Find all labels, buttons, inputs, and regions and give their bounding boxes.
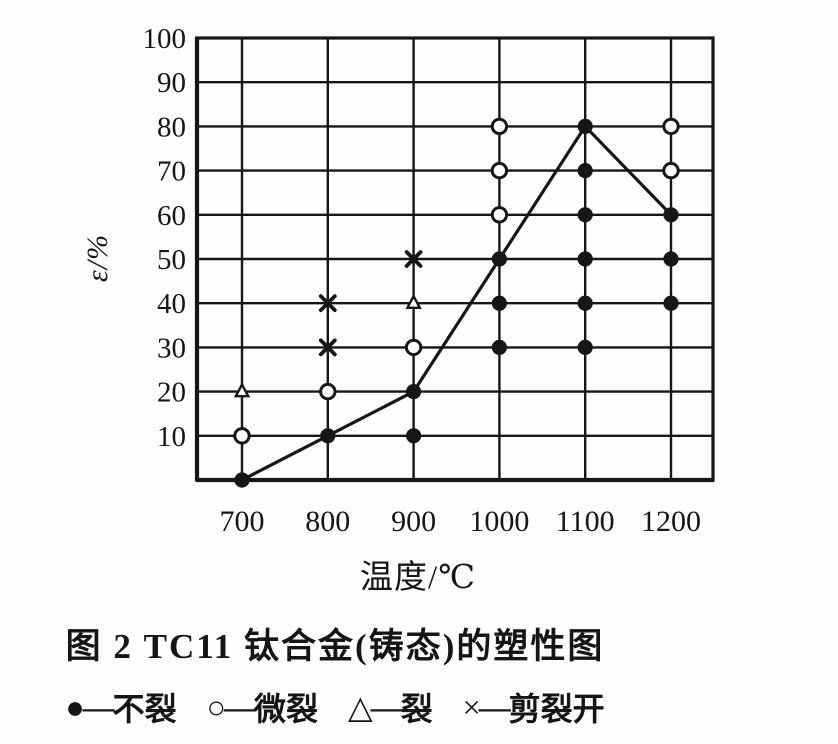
- legend-dash: —: [223, 688, 256, 725]
- y-tick-label: 60: [157, 200, 186, 232]
- x-tick-label: 1200: [641, 505, 701, 538]
- series-filled-circle: [234, 118, 679, 488]
- legend-item-shear-crack: × — 剪裂开: [463, 684, 605, 730]
- open-triangle-icon: △: [348, 689, 373, 725]
- x-tick-label: 800: [305, 505, 350, 538]
- y-tick-label: 70: [157, 156, 186, 188]
- x-tick-label: 1000: [469, 505, 529, 538]
- legend-label-shear-crack: 剪裂开: [508, 691, 605, 727]
- y-tick-label: 100: [143, 23, 187, 55]
- x-tick-label: 700: [220, 505, 265, 538]
- legend-item-micro-crack: ○ — 微裂: [207, 684, 318, 730]
- y-axis-title: ε/%: [81, 233, 114, 283]
- series-open-circle: [233, 117, 680, 445]
- no-crack-boundary-line: [241, 123, 673, 482]
- series-x-cross: [318, 250, 423, 357]
- plasticity-chart: 10 20 30 40 50 60 70 80 90 100 700 800 900 1000 1100 12…: [143, 23, 715, 538]
- legend-dash: —: [478, 688, 511, 725]
- legend: ● — 不裂 ○ — 微裂 △ — 裂 × — 剪裂开: [0, 684, 670, 730]
- open-circle-icon: ○: [206, 688, 226, 725]
- y-tick-label: 30: [157, 332, 186, 364]
- legend-label-micro-crack: 微裂: [253, 691, 318, 727]
- y-tick-label: 90: [157, 67, 186, 99]
- legend-label-crack: 裂: [400, 691, 433, 727]
- legend-item-crack: △ — 裂: [348, 684, 433, 730]
- x-axis-title: 温度/℃: [359, 560, 477, 596]
- x-cross-icon: ×: [462, 688, 481, 725]
- y-tick-label: 10: [157, 421, 186, 453]
- series-open-triangle: [233, 293, 422, 398]
- x-tick-label: 1100: [556, 505, 615, 538]
- y-tick-label: 20: [157, 377, 186, 409]
- y-tick-label: 40: [157, 288, 186, 320]
- x-tick-label: 900: [391, 505, 436, 538]
- legend-dash: —: [82, 688, 115, 725]
- figure-caption: 图 2 TC11 钛合金(铸态)的塑性图: [65, 627, 605, 666]
- y-tick-label: 80: [157, 111, 186, 143]
- filled-circle-icon: ●: [65, 688, 85, 725]
- legend-dash: —: [370, 688, 403, 725]
- y-tick-label: 50: [157, 244, 186, 276]
- legend-item-no-crack: ● — 不裂: [65, 684, 176, 730]
- legend-label-no-crack: 不裂: [112, 691, 177, 727]
